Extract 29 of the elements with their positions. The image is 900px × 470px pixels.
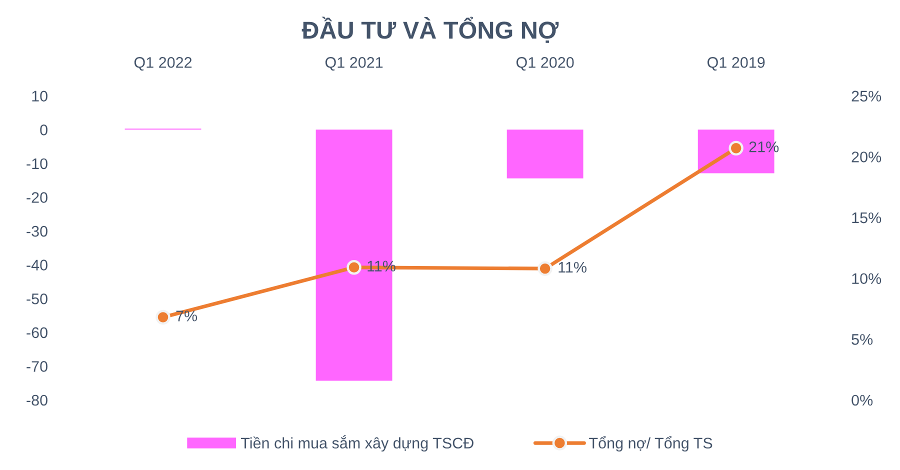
y2-tick-label: 0%: [852, 394, 873, 406]
data-label: 11%: [558, 262, 586, 273]
y-tick-label: -40: [26, 260, 48, 271]
x-tick-label: Q1 2022: [134, 57, 192, 71]
y2-tick-label: 5%: [852, 334, 873, 345]
y-tick-label: -30: [26, 226, 48, 237]
y-tick-label: -20: [26, 192, 48, 203]
y-tick-label: 10: [32, 90, 48, 102]
y-tick-label: -10: [26, 158, 48, 170]
y-tick-label: -60: [26, 327, 48, 338]
x-tick-label: Q1 2021: [325, 57, 383, 71]
y2-tick-label: 10%: [852, 273, 882, 284]
point: [156, 310, 170, 325]
y2-tick-label: 20%: [852, 152, 882, 162]
y-tick-label: -70: [26, 361, 48, 372]
point: [346, 260, 362, 275]
legend-label: Tiền chi mua sắm xây dựng TSCĐ: [240, 435, 474, 452]
legend-label: Tổng nợ/ Tổng TS: [589, 436, 712, 452]
y-tick-label: 0: [40, 124, 48, 136]
point: [538, 261, 552, 276]
y-tick-label: -50: [26, 293, 48, 304]
point: [728, 140, 744, 156]
y2-tick-label: 15%: [852, 212, 882, 224]
x-tick-label: Q1 2020: [516, 57, 574, 71]
x-tick-label: Q1 2019: [708, 57, 765, 71]
y-tick-label: -80: [26, 394, 48, 406]
chart-title: ĐẦU TƯ VÀ TỔNG NỢ: [302, 16, 559, 43]
data-label: 7%: [176, 310, 198, 322]
y2-tick-label: 25%: [852, 90, 882, 102]
